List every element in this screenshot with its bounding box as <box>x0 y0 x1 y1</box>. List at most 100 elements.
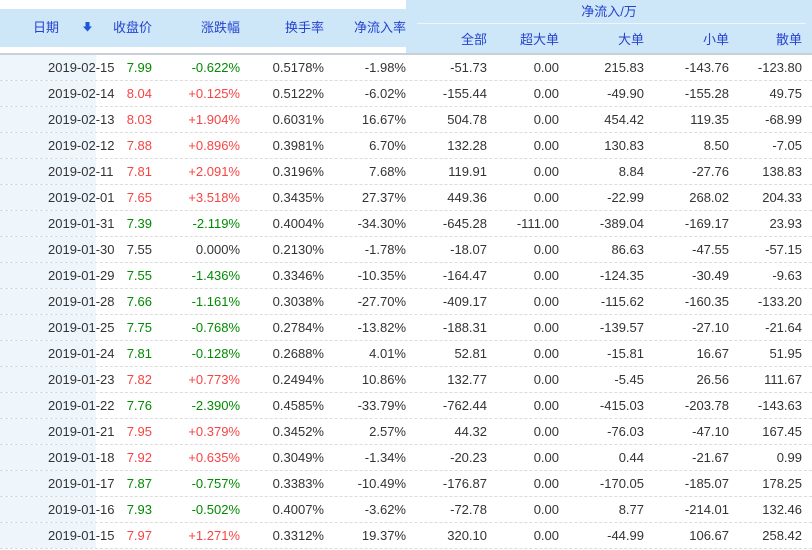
cell-date: 2019-01-29 <box>0 263 115 288</box>
cell-inflow-retail: -9.63 <box>772 268 802 283</box>
cell-change-percent: -0.622% <box>191 60 240 75</box>
cell-net-inflow-rate: 19.37% <box>361 528 406 543</box>
table-row: 2019-01-15 7.97 +1.271% 0.3312% 19.37% 3… <box>0 523 812 549</box>
cell-turnover-rate: 0.3312% <box>272 528 324 543</box>
table-row: 2019-01-22 7.76 -2.390% 0.4585% -33.79% … <box>0 393 812 419</box>
cell-net-inflow-rate: 10.86% <box>361 372 406 387</box>
table-header: 净流入/万 日期 收盘价 涨跌幅 换手率 净流入率 全部 超大单 大单 小单 <box>0 0 812 53</box>
cell-net-inflow-rate: -3.62% <box>364 502 406 517</box>
column-header-small[interactable]: 小单 <box>702 32 729 47</box>
cell-inflow-large: 215.83 <box>604 60 644 75</box>
cell-inflow-large: -5.45 <box>614 372 644 387</box>
cell-inflow-large: -115.62 <box>600 294 644 309</box>
cell-inflow-large: -389.04 <box>599 216 644 231</box>
column-header-super-large[interactable]: 超大单 <box>519 32 559 47</box>
cell-date: 2019-01-18 <box>0 445 115 470</box>
cell-change-percent: +3.518% <box>188 190 240 205</box>
cell-inflow-all: -645.28 <box>442 216 487 231</box>
cell-inflow-small: -30.49 <box>692 268 729 283</box>
cell-date: 2019-01-16 <box>0 497 115 522</box>
cell-net-inflow-rate: 6.70% <box>369 138 406 153</box>
cell-inflow-small: -169.17 <box>684 216 729 231</box>
cell-inflow-all: -762.44 <box>442 398 487 413</box>
cell-close-price: 7.88 <box>126 138 152 153</box>
cell-inflow-small: 268.02 <box>689 190 729 205</box>
cell-close-price: 7.76 <box>126 398 152 413</box>
sort-desc-icon[interactable] <box>82 21 93 32</box>
cell-turnover-rate: 0.2130% <box>272 242 324 257</box>
cell-net-inflow-rate: -1.78% <box>364 242 406 257</box>
cell-inflow-all: -188.31 <box>442 320 487 335</box>
cell-close-price: 7.93 <box>126 502 152 517</box>
cell-inflow-small: 106.67 <box>689 528 729 543</box>
table-row: 2019-01-18 7.92 +0.635% 0.3049% -1.34% -… <box>0 445 812 471</box>
cell-inflow-small: -203.78 <box>684 398 729 413</box>
cell-close-price: 7.92 <box>126 450 152 465</box>
cell-inflow-large: -49.90 <box>607 86 644 101</box>
cell-inflow-small: -21.67 <box>692 450 729 465</box>
cell-close-price: 7.99 <box>126 60 152 75</box>
cell-date: 2019-01-15 <box>0 523 115 548</box>
cell-inflow-small: -185.07 <box>684 476 729 491</box>
cell-inflow-all: 320.10 <box>447 528 487 543</box>
cell-change-percent: +1.271% <box>188 528 240 543</box>
cell-inflow-large: -44.99 <box>607 528 644 543</box>
cell-inflow-all: -51.73 <box>450 60 487 75</box>
cell-turnover-rate: 0.2688% <box>272 346 324 361</box>
cell-inflow-retail: 204.33 <box>762 190 802 205</box>
cell-inflow-super-large: 0.00 <box>533 372 559 387</box>
cell-change-percent: -1.436% <box>191 268 240 283</box>
column-header-date[interactable]: 日期 <box>0 17 96 36</box>
cell-change-percent: +0.125% <box>188 86 240 101</box>
cell-turnover-rate: 0.3435% <box>272 190 324 205</box>
cell-inflow-retail: -68.99 <box>765 112 802 127</box>
table-row: 2019-02-11 7.81 +2.091% 0.3196% 7.68% 11… <box>0 159 812 185</box>
cell-turnover-rate: 0.2784% <box>272 320 324 335</box>
cell-inflow-all: -20.23 <box>450 450 487 465</box>
column-header-turnover[interactable]: 换手率 <box>284 20 324 35</box>
cell-date: 2019-01-31 <box>0 211 115 236</box>
cell-inflow-retail: 49.75 <box>769 86 802 101</box>
cell-inflow-retail: 138.83 <box>762 164 802 179</box>
column-header-inflow-rate[interactable]: 净流入率 <box>353 20 406 35</box>
cell-inflow-all: -164.47 <box>442 268 487 283</box>
cell-inflow-super-large: 0.00 <box>533 424 559 439</box>
cell-date: 2019-02-01 <box>0 185 115 210</box>
cell-inflow-super-large: 0.00 <box>533 502 559 517</box>
cell-change-percent: -2.119% <box>192 216 240 231</box>
cell-inflow-super-large: 0.00 <box>533 112 559 127</box>
cell-change-percent: -0.502% <box>191 502 240 517</box>
table-row: 2019-02-01 7.65 +3.518% 0.3435% 27.37% 4… <box>0 185 812 211</box>
column-header-change[interactable]: 涨跌幅 <box>200 20 240 35</box>
cell-turnover-rate: 0.2494% <box>272 372 324 387</box>
cell-inflow-super-large: 0.00 <box>533 294 559 309</box>
cell-net-inflow-rate: 27.37% <box>361 190 406 205</box>
header-row-sub: 全部 超大单 大单 小单 散单 <box>0 30 812 47</box>
table-row: 2019-02-13 8.03 +1.904% 0.6031% 16.67% 5… <box>0 107 812 133</box>
cell-inflow-super-large: 0.00 <box>533 320 559 335</box>
cell-turnover-rate: 0.4004% <box>272 216 324 231</box>
table-row: 2019-01-25 7.75 -0.768% 0.2784% -13.82% … <box>0 315 812 341</box>
cell-close-price: 8.04 <box>126 86 152 101</box>
cell-inflow-super-large: -111.00 <box>516 216 559 231</box>
column-header-retail[interactable]: 散单 <box>775 32 802 47</box>
cell-inflow-all: 44.32 <box>454 424 487 439</box>
table-row: 2019-02-14 8.04 +0.125% 0.5122% -6.02% -… <box>0 81 812 107</box>
cell-date: 2019-01-24 <box>0 341 115 366</box>
cell-inflow-super-large: 0.00 <box>533 86 559 101</box>
cell-close-price: 7.82 <box>126 372 152 387</box>
cell-change-percent: -0.128% <box>191 346 240 361</box>
table-row: 2019-01-31 7.39 -2.119% 0.4004% -34.30% … <box>0 211 812 237</box>
cell-date: 2019-01-22 <box>0 393 115 418</box>
column-header-all[interactable]: 全部 <box>460 32 487 47</box>
table-row: 2019-01-21 7.95 +0.379% 0.3452% 2.57% 44… <box>0 419 812 445</box>
cell-inflow-super-large: 0.00 <box>533 190 559 205</box>
column-header-large[interactable]: 大单 <box>617 32 644 47</box>
cell-turnover-rate: 0.3049% <box>272 450 324 465</box>
cell-inflow-small: 8.50 <box>703 138 729 153</box>
header-row-main: 日期 收盘价 涨跌幅 换手率 净流入率 <box>0 0 812 53</box>
column-header-close[interactable]: 收盘价 <box>112 20 152 35</box>
cell-inflow-super-large: 0.00 <box>533 242 559 257</box>
cell-inflow-all: -176.87 <box>442 476 487 491</box>
